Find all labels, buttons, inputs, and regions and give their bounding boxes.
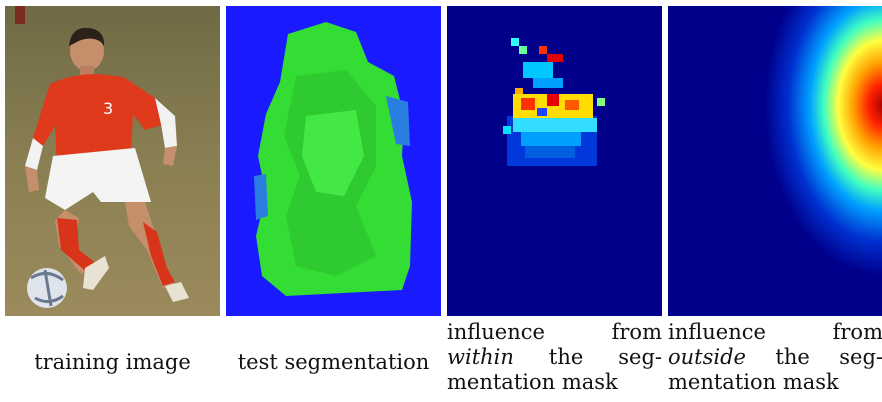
caption-influence-outside: influence from outside the seg- mentatio…	[668, 320, 882, 394]
caption-emphasis: within	[447, 344, 514, 369]
caption-word: seg-	[839, 344, 882, 369]
svg-text:3: 3	[103, 99, 113, 118]
influence-within-heatmap	[447, 6, 662, 316]
caption-line-3: mentation mask	[447, 369, 618, 394]
caption-emphasis: outside	[668, 344, 746, 369]
training-image: 3	[5, 6, 220, 316]
caption-word: the	[775, 344, 810, 369]
caption-line-2: outside the seg-	[668, 345, 882, 370]
caption-test-segmentation: test segmentation	[226, 350, 441, 375]
caption-word: influence	[668, 320, 766, 344]
caption-word: seg-	[618, 344, 662, 369]
caption-line-1: influence from	[668, 320, 882, 345]
caption-word: from	[832, 320, 882, 344]
caption-training-image: training image	[5, 350, 220, 375]
caption-line-3: mentation mask	[668, 369, 839, 394]
caption-word: from	[611, 320, 662, 344]
caption-line-2: within the seg-	[447, 345, 662, 370]
caption-text: training image	[34, 350, 191, 374]
caption-text: test segmentation	[237, 350, 430, 374]
test-segmentation	[226, 6, 441, 316]
caption-influence-within: influence from within the seg- mentation…	[447, 320, 662, 394]
caption-line-1: influence from	[447, 320, 662, 345]
caption-word: influence	[447, 320, 545, 344]
caption-word: the	[548, 344, 584, 369]
influence-outside-heatmap	[668, 6, 882, 316]
